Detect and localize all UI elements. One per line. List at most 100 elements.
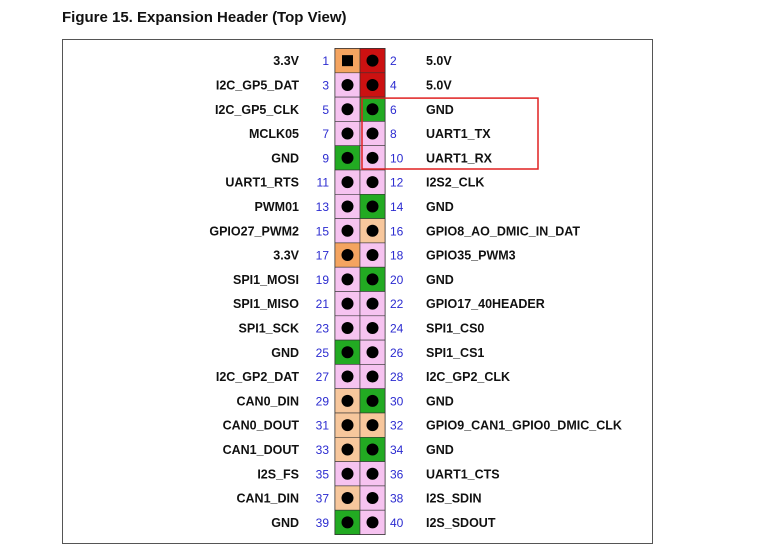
pin-label-36: UART1_CTS bbox=[426, 467, 500, 481]
pin-label-39: GND bbox=[271, 516, 299, 530]
pin-marker-15 bbox=[341, 224, 354, 237]
pin-number-26: 26 bbox=[390, 346, 404, 360]
uart-highlight-box bbox=[361, 97, 539, 170]
pin-marker-17 bbox=[341, 249, 354, 262]
pin-marker-32 bbox=[366, 419, 379, 432]
pin-label-2: 5.0V bbox=[426, 54, 452, 68]
pin-label-9: GND bbox=[271, 151, 299, 165]
pin-label-34: GND bbox=[426, 443, 454, 457]
pin-marker-11 bbox=[341, 176, 354, 189]
pin-label-21: SPI1_MISO bbox=[233, 297, 299, 311]
pin-cell-32 bbox=[359, 412, 386, 438]
pin-label-24: SPI1_CS0 bbox=[426, 321, 484, 335]
pin-marker-4 bbox=[366, 78, 379, 91]
pin-label-35: I2S_FS bbox=[257, 467, 299, 481]
pin-number-14: 14 bbox=[390, 200, 404, 214]
pin-number-38: 38 bbox=[390, 492, 404, 506]
pin-label-11: UART1_RTS bbox=[225, 176, 299, 190]
pin-label-37: CAN1_DIN bbox=[236, 492, 299, 506]
pin-number-16: 16 bbox=[390, 224, 404, 238]
pin-label-19: SPI1_MOSI bbox=[233, 273, 299, 287]
pin-marker-24 bbox=[366, 321, 379, 334]
pin-number-32: 32 bbox=[390, 419, 404, 433]
pin-label-38: I2S_SDIN bbox=[426, 492, 482, 506]
pin-number-6: 6 bbox=[390, 103, 397, 117]
pin-marker-21 bbox=[341, 297, 354, 310]
pin-marker-23 bbox=[341, 321, 354, 334]
pin-label-13: PWM01 bbox=[255, 200, 300, 214]
pin-marker-38 bbox=[366, 492, 379, 505]
pin-label-31: CAN0_DOUT bbox=[223, 419, 300, 433]
pin-number-40: 40 bbox=[390, 516, 404, 530]
pin-marker-10 bbox=[366, 151, 379, 164]
pin-marker-7 bbox=[341, 127, 354, 140]
pin-number-27: 27 bbox=[316, 370, 330, 384]
pin-marker-3 bbox=[341, 78, 354, 91]
pin-label-32: GPIO9_CAN1_GPIO0_DMIC_CLK bbox=[426, 419, 622, 433]
pin-number-20: 20 bbox=[390, 273, 404, 287]
pin-marker-33 bbox=[341, 443, 354, 456]
pin-number-7: 7 bbox=[322, 127, 329, 141]
pin-label-14: GND bbox=[426, 200, 454, 214]
pin-number-13: 13 bbox=[316, 200, 330, 214]
pin-number-34: 34 bbox=[390, 443, 404, 457]
pin-label-22: GPIO17_40HEADER bbox=[426, 297, 545, 311]
pin-marker-16 bbox=[366, 224, 379, 237]
pin-number-9: 9 bbox=[322, 151, 329, 165]
diagram-frame bbox=[62, 39, 653, 544]
pin-marker-29 bbox=[341, 394, 354, 407]
pin-marker-19 bbox=[341, 273, 354, 286]
pin-number-24: 24 bbox=[390, 321, 404, 335]
pin-number-35: 35 bbox=[316, 467, 330, 481]
pin-number-37: 37 bbox=[316, 492, 330, 506]
pin-number-31: 31 bbox=[316, 419, 330, 433]
pin-label-26: SPI1_CS1 bbox=[426, 346, 484, 360]
pin-number-23: 23 bbox=[316, 321, 330, 335]
pin-marker-12 bbox=[366, 176, 379, 189]
pin-marker-13 bbox=[341, 200, 354, 213]
pin-label-3: I2C_GP5_DAT bbox=[216, 78, 299, 92]
pin-number-21: 21 bbox=[316, 297, 330, 311]
pin-label-16: GPIO8_AO_DMIC_IN_DAT bbox=[426, 224, 580, 238]
pin-cell-30 bbox=[359, 388, 386, 414]
pin-number-33: 33 bbox=[316, 443, 330, 457]
pin-label-27: I2C_GP2_DAT bbox=[216, 370, 299, 384]
pin-marker-8 bbox=[366, 127, 379, 140]
pin-number-8: 8 bbox=[390, 127, 397, 141]
pin-number-11: 11 bbox=[317, 176, 330, 190]
pin-marker-35 bbox=[341, 467, 354, 480]
pin-label-40: I2S_SDOUT bbox=[426, 516, 496, 530]
pin-number-29: 29 bbox=[316, 394, 330, 408]
pin-cell-21 bbox=[334, 291, 361, 317]
pin-label-10: UART1_RX bbox=[426, 151, 493, 165]
pin-label-17: 3.3V bbox=[273, 249, 299, 263]
pin-marker-28 bbox=[366, 370, 379, 383]
pin-marker-30 bbox=[366, 394, 379, 407]
pin-number-3: 3 bbox=[322, 78, 329, 92]
pin-marker-36 bbox=[366, 467, 379, 480]
pin-marker-31 bbox=[341, 419, 354, 432]
pin-marker-14 bbox=[366, 200, 379, 213]
pin-label-29: CAN0_DIN bbox=[236, 394, 299, 408]
pin-marker-22 bbox=[366, 297, 379, 310]
pin-number-10: 10 bbox=[390, 151, 404, 165]
pin-label-28: I2C_GP2_CLK bbox=[426, 370, 510, 384]
pin-marker-6 bbox=[366, 103, 379, 116]
pin-label-18: GPIO35_PWM3 bbox=[426, 249, 516, 263]
pin-number-19: 19 bbox=[316, 273, 330, 287]
pin-marker-5 bbox=[341, 103, 354, 116]
pin-label-4: 5.0V bbox=[426, 78, 452, 92]
pin-number-25: 25 bbox=[316, 346, 330, 360]
pin-marker-18 bbox=[366, 249, 379, 262]
pin-label-20: GND bbox=[426, 273, 454, 287]
pin-label-12: I2S2_CLK bbox=[426, 176, 484, 190]
pin-number-36: 36 bbox=[390, 467, 404, 481]
pin-label-5: I2C_GP5_CLK bbox=[215, 103, 299, 117]
pin-number-15: 15 bbox=[316, 224, 330, 238]
pin-marker-2 bbox=[366, 54, 379, 67]
pin-label-6: GND bbox=[426, 103, 454, 117]
pin-number-2: 2 bbox=[390, 54, 397, 68]
figure-title: Figure 15. Expansion Header (Top View) bbox=[62, 9, 347, 26]
pin-number-12: 12 bbox=[390, 176, 404, 190]
